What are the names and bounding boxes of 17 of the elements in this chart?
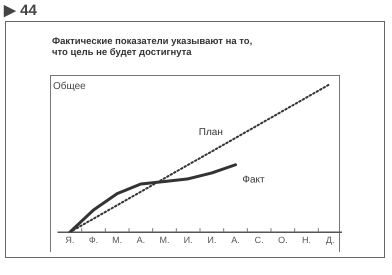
x-tick-label: И. [184,235,193,246]
x-tick-label: М. [160,235,170,246]
x-tick-label: А. [136,235,146,246]
x-tick-label: С. [254,235,264,246]
chart-title: Фактические показатели указывают на то, что цель не будет достигнута [52,36,252,58]
text: ▶ 44 [4,1,37,19]
x-tick-label: И. [207,235,216,246]
x-tick-label: Н. [302,235,311,246]
x-tick-label: М. [112,235,122,246]
y-axis-title: Общее [53,80,86,92]
x-tick-label: Я. [65,235,74,246]
x-tick-label: Ф. [88,235,98,246]
series-label: План [198,126,223,138]
x-tick-label: Д. [326,235,334,246]
x-tick-label: О. [278,235,288,246]
series-label: Факт [242,174,266,186]
x-tick-label: А. [231,235,240,246]
